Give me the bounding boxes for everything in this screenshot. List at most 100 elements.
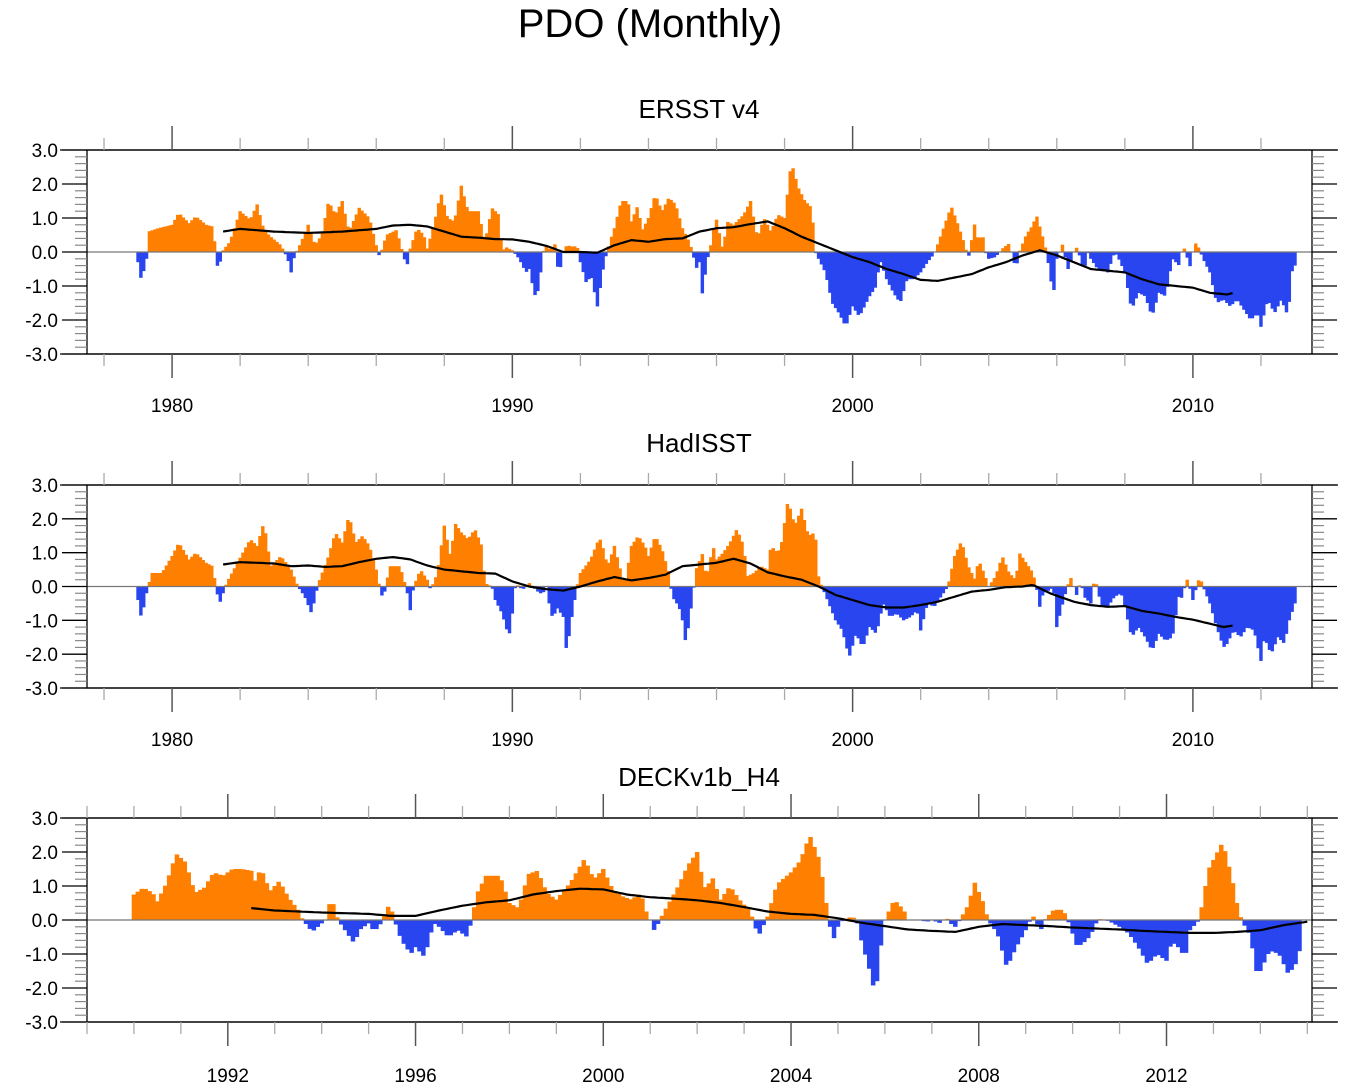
negative-bar [1236, 586, 1240, 635]
positive-bar [190, 885, 195, 920]
positive-bar [1031, 916, 1036, 920]
negative-bar [879, 252, 883, 263]
positive-bar [278, 244, 282, 252]
positive-bar [436, 565, 441, 587]
positive-bar [514, 907, 520, 920]
negative-bar [904, 252, 909, 282]
negative-bar [405, 252, 410, 265]
negative-bar [1194, 586, 1198, 591]
negative-bar [456, 920, 461, 931]
positive-bar [714, 219, 719, 252]
positive-bar [960, 914, 966, 920]
negative-bar [578, 252, 583, 263]
positive-bar [323, 218, 327, 252]
x-tick-label: 1992 [207, 1066, 249, 1087]
negative-bar [570, 586, 574, 617]
negative-bar [411, 586, 415, 591]
negative-bar [377, 252, 381, 256]
positive-bar [400, 249, 404, 252]
negative-bar [1125, 920, 1130, 933]
smoothed-line [222, 555, 1233, 629]
negative-bar [1245, 586, 1249, 628]
positive-bar [278, 557, 282, 587]
positive-bar [493, 211, 498, 252]
positive-bar [343, 531, 347, 587]
positive-bar [743, 556, 747, 587]
negative-bar [401, 920, 407, 944]
negative-bar [1289, 920, 1294, 970]
positive-bar [1021, 243, 1025, 252]
negative-bar [1117, 586, 1121, 595]
positive-bar [550, 896, 555, 920]
positive-bar [683, 233, 688, 252]
positive-bar [212, 241, 217, 252]
positive-bar [417, 229, 421, 252]
positive-bar [710, 878, 716, 920]
positive-bar [252, 210, 257, 252]
positive-bar [785, 504, 790, 587]
positive-bar [233, 869, 238, 920]
positive-bar [156, 228, 160, 252]
positive-bar [961, 240, 965, 252]
negative-bar [870, 252, 875, 292]
negative-bar [139, 252, 143, 278]
negative-bar [1060, 586, 1065, 605]
negative-bar [1131, 252, 1136, 306]
positive-bar [400, 572, 404, 587]
positive-bar [823, 903, 829, 920]
positive-bar [975, 237, 980, 252]
positive-bar [784, 875, 790, 920]
positive-bar [221, 250, 225, 252]
positive-bar [718, 899, 723, 920]
positive-bar [377, 583, 381, 587]
positive-bar [800, 854, 806, 920]
negative-bar [592, 252, 597, 293]
negative-bar [1273, 586, 1277, 645]
positive-bar [511, 905, 516, 920]
negative-bar [927, 252, 931, 261]
negative-bar [761, 920, 766, 926]
positive-bar [811, 533, 815, 587]
positive-bar [382, 916, 387, 920]
negative-bar [1077, 252, 1082, 256]
positive-bar [570, 246, 574, 252]
positive-bar [978, 237, 982, 252]
positive-bar [225, 872, 231, 920]
positive-bar [292, 576, 296, 587]
positive-bar [329, 205, 333, 252]
positive-bar [411, 240, 415, 252]
positive-bar [675, 887, 680, 920]
negative-bar [967, 252, 971, 256]
negative-bar [1264, 252, 1269, 305]
negative-bar [874, 920, 880, 982]
positive-bar [363, 213, 367, 252]
positive-bar [938, 236, 943, 252]
positive-bar [774, 550, 778, 587]
positive-bar [726, 221, 730, 252]
positive-bar [788, 872, 794, 920]
negative-bar [651, 920, 657, 930]
positive-bar [385, 906, 391, 920]
negative-bar [1165, 252, 1170, 287]
positive-bar [385, 234, 390, 252]
negative-bar [292, 252, 296, 259]
positive-bar [147, 231, 152, 252]
negative-bar [558, 252, 563, 268]
negative-bar [444, 920, 450, 936]
positive-bar [351, 533, 356, 587]
negative-bar [924, 252, 929, 264]
positive-bar [968, 895, 974, 920]
positive-bar [1207, 867, 1212, 920]
positive-bar [941, 228, 946, 252]
positive-bar [1006, 243, 1011, 252]
positive-bar [643, 223, 648, 252]
positive-bar [961, 547, 965, 587]
positive-bar [476, 537, 481, 587]
positive-bar [176, 214, 180, 252]
positive-bar [187, 223, 191, 252]
positive-bar [476, 211, 481, 252]
positive-bar [805, 203, 809, 252]
positive-bar [592, 549, 597, 587]
negative-bar [1228, 586, 1232, 639]
positive-bar [456, 528, 461, 587]
